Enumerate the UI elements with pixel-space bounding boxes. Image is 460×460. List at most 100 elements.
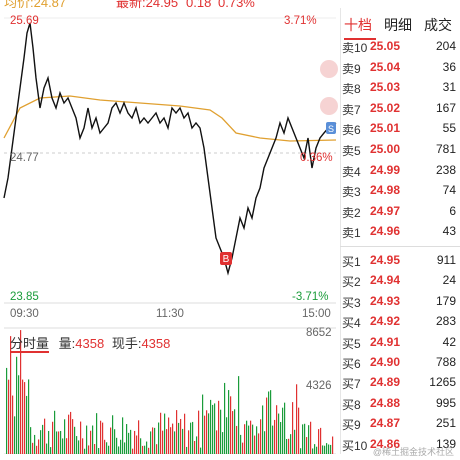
volume-bar (228, 390, 230, 454)
order-book-tabs: 十档 明细 成交 (340, 8, 460, 40)
volume-bar (180, 418, 182, 454)
bid-row[interactable]: 买2 24.94 24 (340, 270, 460, 290)
ask-volume: 781 (435, 142, 456, 156)
avg-price-label: 均价:24.87 (4, 0, 67, 10)
volume-bar (154, 427, 156, 454)
volume-bar (314, 444, 316, 454)
ask-row[interactable]: 卖2 24.97 6 (340, 201, 460, 221)
volume-bar (226, 417, 228, 454)
volume-tab[interactable]: 分时量 (10, 336, 50, 353)
volume-bar (274, 419, 276, 454)
bid-row[interactable]: 买8 24.88 995 (340, 393, 460, 413)
bid-volume: 1265 (429, 375, 456, 390)
change-pct-label: 0.73% (218, 0, 255, 10)
ask-row[interactable]: 卖10 25.05 204 (340, 36, 460, 56)
volume-bar (32, 442, 34, 454)
ask-row[interactable]: 卖5 25.00 781 (340, 139, 460, 159)
bid-row[interactable]: 买1 24.95 911 (340, 250, 460, 270)
volume-bar (136, 435, 138, 454)
volume-bar (160, 412, 162, 454)
volume-bar (278, 413, 280, 454)
ask-price: 25.04 (370, 59, 401, 74)
panel-divider (340, 8, 341, 454)
volume-bar (66, 438, 68, 454)
bid-row[interactable]: 买3 24.93 179 (340, 291, 460, 311)
volume-bar (184, 413, 186, 454)
ask-price: 24.99 (370, 162, 401, 177)
volume-bar (60, 430, 62, 454)
volume-bar (328, 444, 330, 454)
bid-row[interactable]: 买7 24.89 1265 (340, 372, 460, 392)
bid-price: 24.91 (370, 334, 401, 349)
bid-volume: 179 (435, 293, 456, 308)
volume-bar (224, 382, 226, 454)
buy-marker[interactable]: B (220, 252, 232, 265)
svg-text:S: S (328, 124, 334, 134)
sell-marker[interactable]: S (326, 122, 336, 134)
intraday-chart[interactable]: B S (0, 8, 340, 454)
ask-level-label: 卖8 (342, 82, 361, 97)
ask-volume: 43 (442, 224, 456, 239)
bid-price: 24.92 (370, 314, 401, 329)
volume-bar (16, 356, 18, 454)
volume-bar (248, 425, 250, 454)
volume-bar (30, 427, 32, 454)
volume-bar (124, 442, 126, 454)
ask-volume: 31 (442, 80, 456, 95)
volume-bar (316, 446, 318, 454)
quote-header: 均价:24.87 最新:24.95 0.18 0.73% (0, 0, 460, 10)
bid-row[interactable]: 买6 24.90 788 (340, 352, 460, 372)
ask-volume: 204 (435, 39, 456, 53)
volume-bar (94, 443, 96, 454)
volume-bar (320, 427, 322, 454)
volume-bar (10, 336, 12, 454)
volume-bar (148, 447, 150, 454)
ask-volume: 74 (442, 183, 456, 198)
tab-level10[interactable]: 十档 (344, 17, 372, 33)
volume-bar (312, 448, 314, 454)
ask-row[interactable]: 卖4 24.99 238 (340, 160, 460, 180)
volume-bar (246, 420, 248, 454)
floating-bubble-icon[interactable] (320, 97, 338, 115)
volume-bar (272, 425, 274, 454)
volume-bar (208, 413, 210, 454)
tab-trades[interactable]: 成交 (424, 17, 452, 33)
volume-bar (76, 436, 78, 454)
volume-bar (188, 430, 190, 454)
ask-row[interactable]: 卖3 24.98 74 (340, 180, 460, 200)
bid-row[interactable]: 买10 24.86 139 (340, 434, 460, 454)
volume-bar (304, 423, 306, 454)
ask-row[interactable]: 卖8 25.03 31 (340, 77, 460, 97)
volume-bar (14, 416, 16, 454)
volume-bar (280, 422, 282, 454)
bid-row[interactable]: 买5 24.91 42 (340, 332, 460, 352)
ask-row[interactable]: 卖7 25.02 167 (340, 98, 460, 118)
volume-bar (276, 405, 278, 454)
volume-bar (38, 439, 40, 454)
bid-price: 24.86 (370, 436, 401, 451)
volume-bar (308, 425, 310, 454)
tab-details[interactable]: 明细 (384, 17, 412, 33)
volume-bar (90, 430, 92, 454)
volume-bar (140, 438, 142, 454)
volume-bar (238, 376, 240, 454)
ask-row[interactable]: 卖6 25.01 55 (340, 118, 460, 138)
bid-row[interactable]: 买4 24.92 283 (340, 311, 460, 331)
bid-volume: 42 (442, 334, 456, 349)
ask-price: 25.03 (370, 80, 401, 95)
ask-row[interactable]: 卖1 24.96 43 (340, 221, 460, 241)
volume-bar (296, 384, 298, 454)
floating-bubble-icon[interactable] (320, 60, 338, 78)
volume-bar (174, 431, 176, 454)
ask-price: 24.98 (370, 183, 401, 198)
volume-bar (54, 410, 56, 454)
volume-bar (288, 438, 290, 454)
volume-bar (86, 425, 88, 454)
pct-mid-label: 0.36% (300, 152, 333, 164)
volume-bar (202, 394, 204, 454)
volume-bar (80, 421, 82, 454)
ask-row[interactable]: 卖9 25.04 36 (340, 57, 460, 77)
volume-bar (324, 445, 326, 454)
bid-level-label: 买10 (342, 438, 368, 453)
bid-row[interactable]: 买9 24.87 251 (340, 413, 460, 433)
